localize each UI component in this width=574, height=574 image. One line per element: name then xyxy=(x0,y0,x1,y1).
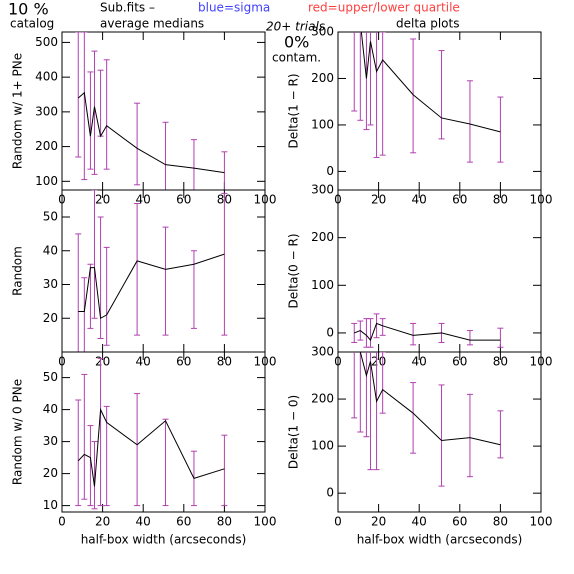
x-tick-label: 80 xyxy=(217,355,232,369)
x-tick-label: 40 xyxy=(412,355,427,369)
plot-area xyxy=(75,190,228,352)
y-axis-label: Random w/ 0 PNe xyxy=(11,379,25,485)
x-tick-label: 20 xyxy=(371,515,386,529)
data-line xyxy=(359,352,501,446)
plot-area xyxy=(75,357,228,510)
axes-frame xyxy=(61,351,266,513)
y-axis-label: Random w/ 1+ PNe xyxy=(11,53,25,169)
x-axis-label: half-box width (arcseconds) xyxy=(81,533,247,547)
header-red: red=upper/lower quartile xyxy=(308,1,460,15)
x-tick-label: 60 xyxy=(176,515,191,529)
header-medians: average medians xyxy=(100,17,204,31)
y-tick-label: 100 xyxy=(311,439,334,453)
y-tick-label: 200 xyxy=(311,392,334,406)
y-axis-label: Delta(1 − R) xyxy=(287,73,301,148)
axes-frame xyxy=(61,189,266,353)
x-tick-label: 100 xyxy=(530,515,553,529)
y-tick-label: 30 xyxy=(43,277,58,291)
header-delta: delta plots xyxy=(396,17,459,31)
data-line xyxy=(77,91,225,174)
y-tick-label: 300 xyxy=(311,183,334,197)
x-tick-label: 60 xyxy=(452,355,467,369)
x-tick-label: 0 xyxy=(334,515,342,529)
y-tick-label: 100 xyxy=(311,117,334,131)
header-contam-pct: 0% xyxy=(284,33,309,52)
axes-frame xyxy=(61,31,266,191)
y-tick-label: 0 xyxy=(326,486,334,500)
x-tick-label: 60 xyxy=(176,193,191,207)
x-tick-label: 100 xyxy=(254,515,277,529)
x-tick-label: 60 xyxy=(176,355,191,369)
x-tick-label: 80 xyxy=(493,355,508,369)
y-tick-label: 300 xyxy=(311,345,334,359)
x-tick-label: 80 xyxy=(217,515,232,529)
y-tick-label: 100 xyxy=(311,278,334,292)
x-tick-label: 20 xyxy=(95,193,110,207)
x-tick-label: 0 xyxy=(58,515,66,529)
y-tick-label: 50 xyxy=(43,210,58,224)
y-tick-label: 500 xyxy=(35,35,58,49)
x-tick-label: 80 xyxy=(493,193,508,207)
y-tick-label: 400 xyxy=(35,70,58,84)
y-tick-label: 20 xyxy=(43,466,58,480)
x-tick-label: 40 xyxy=(136,355,151,369)
axes-frame xyxy=(337,189,542,353)
y-tick-label: 40 xyxy=(43,402,58,416)
y-tick-label: 20 xyxy=(43,311,58,325)
y-tick-label: 200 xyxy=(311,71,334,85)
y-tick-label: 200 xyxy=(311,230,334,244)
y-axis-label: Random xyxy=(11,246,25,296)
header-file: Sub.fits – xyxy=(100,1,155,15)
data-line xyxy=(78,253,225,320)
header-catalog: catalog xyxy=(10,17,54,31)
x-tick-label: 40 xyxy=(136,515,151,529)
y-axis-label: Delta(1 − 0) xyxy=(287,395,301,469)
plot-area xyxy=(351,32,504,163)
y-tick-label: 200 xyxy=(35,139,58,153)
header-contam: contam. xyxy=(272,51,321,65)
data-line xyxy=(354,322,501,342)
plot-area xyxy=(75,32,228,190)
y-tick-label: 50 xyxy=(43,370,58,384)
y-tick-label: 0 xyxy=(326,325,334,339)
x-tick-label: 60 xyxy=(452,193,467,207)
x-tick-label: 40 xyxy=(412,515,427,529)
header-percent: 10 % xyxy=(8,0,49,19)
data-line xyxy=(360,32,501,133)
y-tick-label: 100 xyxy=(35,174,58,188)
header-blue: blue=sigma xyxy=(198,1,270,15)
y-tick-label: 40 xyxy=(43,243,58,257)
data-line xyxy=(77,407,225,487)
y-tick-label: 0 xyxy=(326,164,334,178)
y-tick-label: 300 xyxy=(35,104,58,118)
y-tick-label: 300 xyxy=(311,25,334,39)
plot-area xyxy=(351,352,504,487)
plot-area xyxy=(351,313,504,348)
x-axis-label: half-box width (arcseconds) xyxy=(357,533,523,547)
y-tick-label: 10 xyxy=(43,498,58,512)
x-tick-label: 20 xyxy=(371,193,386,207)
x-tick-label: 80 xyxy=(493,515,508,529)
header-trials: 20+ trials xyxy=(266,20,325,34)
y-tick-label: 30 xyxy=(43,434,58,448)
x-tick-label: 40 xyxy=(412,193,427,207)
y-axis-label: Delta(0 − R) xyxy=(287,233,301,308)
x-tick-label: 20 xyxy=(95,515,110,529)
x-tick-label: 60 xyxy=(452,515,467,529)
axes-frame xyxy=(337,351,542,513)
